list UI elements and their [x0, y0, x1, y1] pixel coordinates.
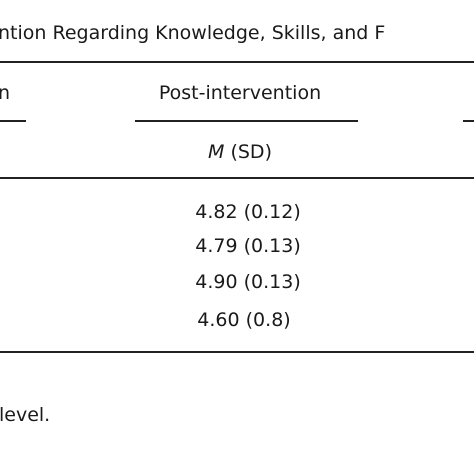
header-rule [0, 177, 474, 179]
cell: 4.82 (0.12) [195, 201, 301, 223]
column-rule [0, 120, 26, 122]
column-rule [463, 120, 474, 122]
cell: 4.90 (0.13) [195, 271, 301, 293]
column-rule [135, 120, 358, 122]
footnote: level. [0, 404, 51, 426]
cell: 4.79 (0.13) [195, 235, 301, 257]
cell: 4.60 (0.8) [197, 309, 291, 331]
top-rule [0, 61, 474, 63]
subheader-text: (SD) [230, 141, 272, 163]
column-header: Post-intervention [158, 82, 322, 104]
bottom-rule [0, 351, 474, 353]
table-title: ntion Regarding Knowledge, Skills, and F [0, 22, 386, 44]
subheader-italic: M [208, 141, 225, 163]
column-header: n [0, 82, 11, 104]
subheader: M (SD) [208, 143, 272, 162]
